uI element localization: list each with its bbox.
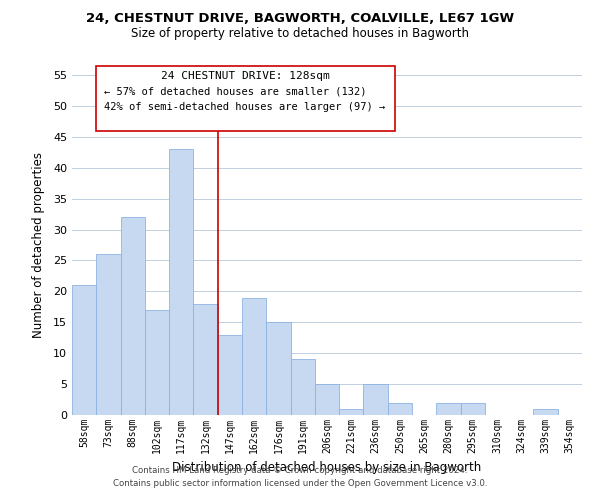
Text: Size of property relative to detached houses in Bagworth: Size of property relative to detached ho…	[131, 28, 469, 40]
Bar	[339, 409, 364, 415]
Text: 42% of semi-detached houses are larger (97) →: 42% of semi-detached houses are larger (…	[104, 102, 385, 112]
Y-axis label: Number of detached properties: Number of detached properties	[32, 152, 44, 338]
Bar	[388, 402, 412, 415]
Bar	[315, 384, 339, 415]
Bar	[533, 409, 558, 415]
Text: ← 57% of detached houses are smaller (132): ← 57% of detached houses are smaller (13…	[104, 86, 366, 96]
Bar	[218, 334, 242, 415]
Bar	[169, 149, 193, 415]
Bar	[145, 310, 169, 415]
Bar	[121, 217, 145, 415]
Bar	[266, 322, 290, 415]
Bar	[242, 298, 266, 415]
Bar	[436, 402, 461, 415]
Bar	[72, 285, 96, 415]
Bar	[193, 304, 218, 415]
Bar	[364, 384, 388, 415]
Bar	[96, 254, 121, 415]
Text: 24 CHESTNUT DRIVE: 128sqm: 24 CHESTNUT DRIVE: 128sqm	[161, 70, 330, 81]
Bar	[461, 402, 485, 415]
Bar	[96, 66, 395, 130]
Text: Contains HM Land Registry data © Crown copyright and database right 2024.
Contai: Contains HM Land Registry data © Crown c…	[113, 466, 487, 487]
X-axis label: Distribution of detached houses by size in Bagworth: Distribution of detached houses by size …	[172, 462, 482, 474]
Bar	[290, 360, 315, 415]
Text: 24, CHESTNUT DRIVE, BAGWORTH, COALVILLE, LE67 1GW: 24, CHESTNUT DRIVE, BAGWORTH, COALVILLE,…	[86, 12, 514, 26]
